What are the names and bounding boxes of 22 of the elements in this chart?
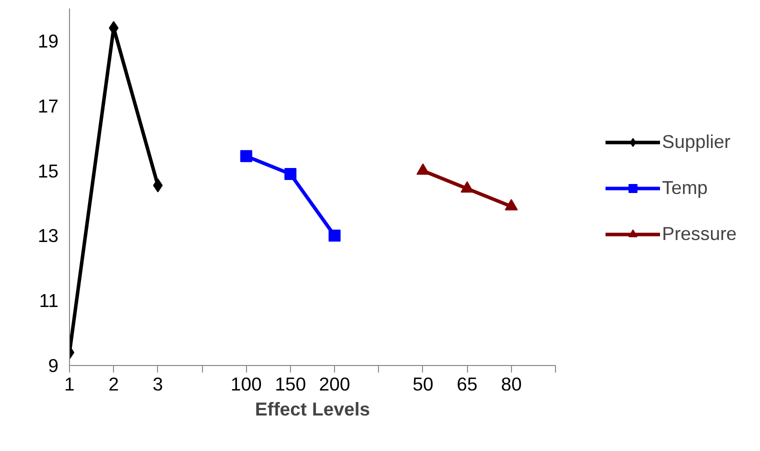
y-tick-label: 11 bbox=[39, 290, 59, 312]
x-tick-label: 2 bbox=[108, 374, 119, 394]
y-tick-label: 19 bbox=[38, 30, 59, 52]
x-tick-label: 3 bbox=[152, 374, 164, 394]
legend-label: Pressure bbox=[662, 223, 737, 245]
x-tick-label: 1 bbox=[64, 374, 75, 394]
legend-label: Temp bbox=[662, 177, 708, 199]
y-tick-label: 17 bbox=[38, 95, 59, 116]
point bbox=[328, 230, 341, 242]
x-tick-label: 65 bbox=[456, 374, 478, 394]
y-tick-label: 13 bbox=[38, 225, 59, 246]
x-tick-label: 200 bbox=[319, 374, 350, 394]
x-axis-title: Effect Levels bbox=[254, 398, 370, 420]
y-tick-label: 9 bbox=[48, 355, 59, 376]
legend-label: Supplier bbox=[662, 131, 730, 153]
x-tick-label: 50 bbox=[412, 374, 434, 394]
x-tick-label: 80 bbox=[500, 374, 522, 394]
x-tick-label: 150 bbox=[274, 374, 306, 394]
point bbox=[284, 168, 296, 180]
x-tick-label: 100 bbox=[230, 374, 262, 394]
point bbox=[240, 150, 252, 162]
y-tick-label: 15 bbox=[38, 160, 59, 182]
